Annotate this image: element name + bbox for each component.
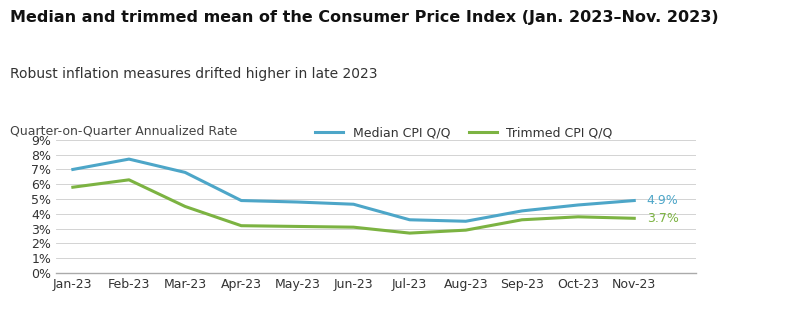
Median CPI Q/Q bbox=[349, 202, 358, 206]
Text: 3.7%: 3.7% bbox=[646, 212, 678, 225]
Trimmed CPI Q/Q bbox=[237, 224, 246, 228]
Trimmed CPI Q/Q bbox=[630, 216, 639, 220]
Median CPI Q/Q bbox=[124, 157, 134, 161]
Legend: Median CPI Q/Q, Trimmed CPI Q/Q: Median CPI Q/Q, Trimmed CPI Q/Q bbox=[310, 121, 618, 144]
Median CPI Q/Q bbox=[461, 219, 470, 223]
Text: Robust inflation measures drifted higher in late 2023: Robust inflation measures drifted higher… bbox=[10, 67, 377, 81]
Trimmed CPI Q/Q bbox=[461, 228, 470, 232]
Text: Median and trimmed mean of the Consumer Price Index (Jan. 2023–Nov. 2023): Median and trimmed mean of the Consumer … bbox=[10, 10, 718, 25]
Trimmed CPI Q/Q bbox=[124, 178, 134, 182]
Trimmed CPI Q/Q bbox=[293, 224, 302, 228]
Median CPI Q/Q bbox=[68, 167, 78, 171]
Trimmed CPI Q/Q bbox=[68, 185, 78, 189]
Median CPI Q/Q bbox=[293, 200, 302, 204]
Trimmed CPI Q/Q bbox=[517, 218, 526, 222]
Trimmed CPI Q/Q bbox=[180, 204, 190, 208]
Line: Trimmed CPI Q/Q: Trimmed CPI Q/Q bbox=[73, 180, 634, 233]
Median CPI Q/Q bbox=[630, 198, 639, 202]
Trimmed CPI Q/Q bbox=[405, 231, 414, 235]
Median CPI Q/Q bbox=[405, 218, 414, 222]
Text: Quarter-on-Quarter Annualized Rate: Quarter-on-Quarter Annualized Rate bbox=[10, 125, 237, 138]
Trimmed CPI Q/Q bbox=[349, 225, 358, 229]
Median CPI Q/Q bbox=[180, 170, 190, 174]
Median CPI Q/Q bbox=[517, 209, 526, 213]
Median CPI Q/Q bbox=[237, 198, 246, 202]
Trimmed CPI Q/Q bbox=[574, 215, 583, 219]
Median CPI Q/Q bbox=[574, 203, 583, 207]
Text: 4.9%: 4.9% bbox=[646, 194, 678, 207]
Line: Median CPI Q/Q: Median CPI Q/Q bbox=[73, 159, 634, 221]
